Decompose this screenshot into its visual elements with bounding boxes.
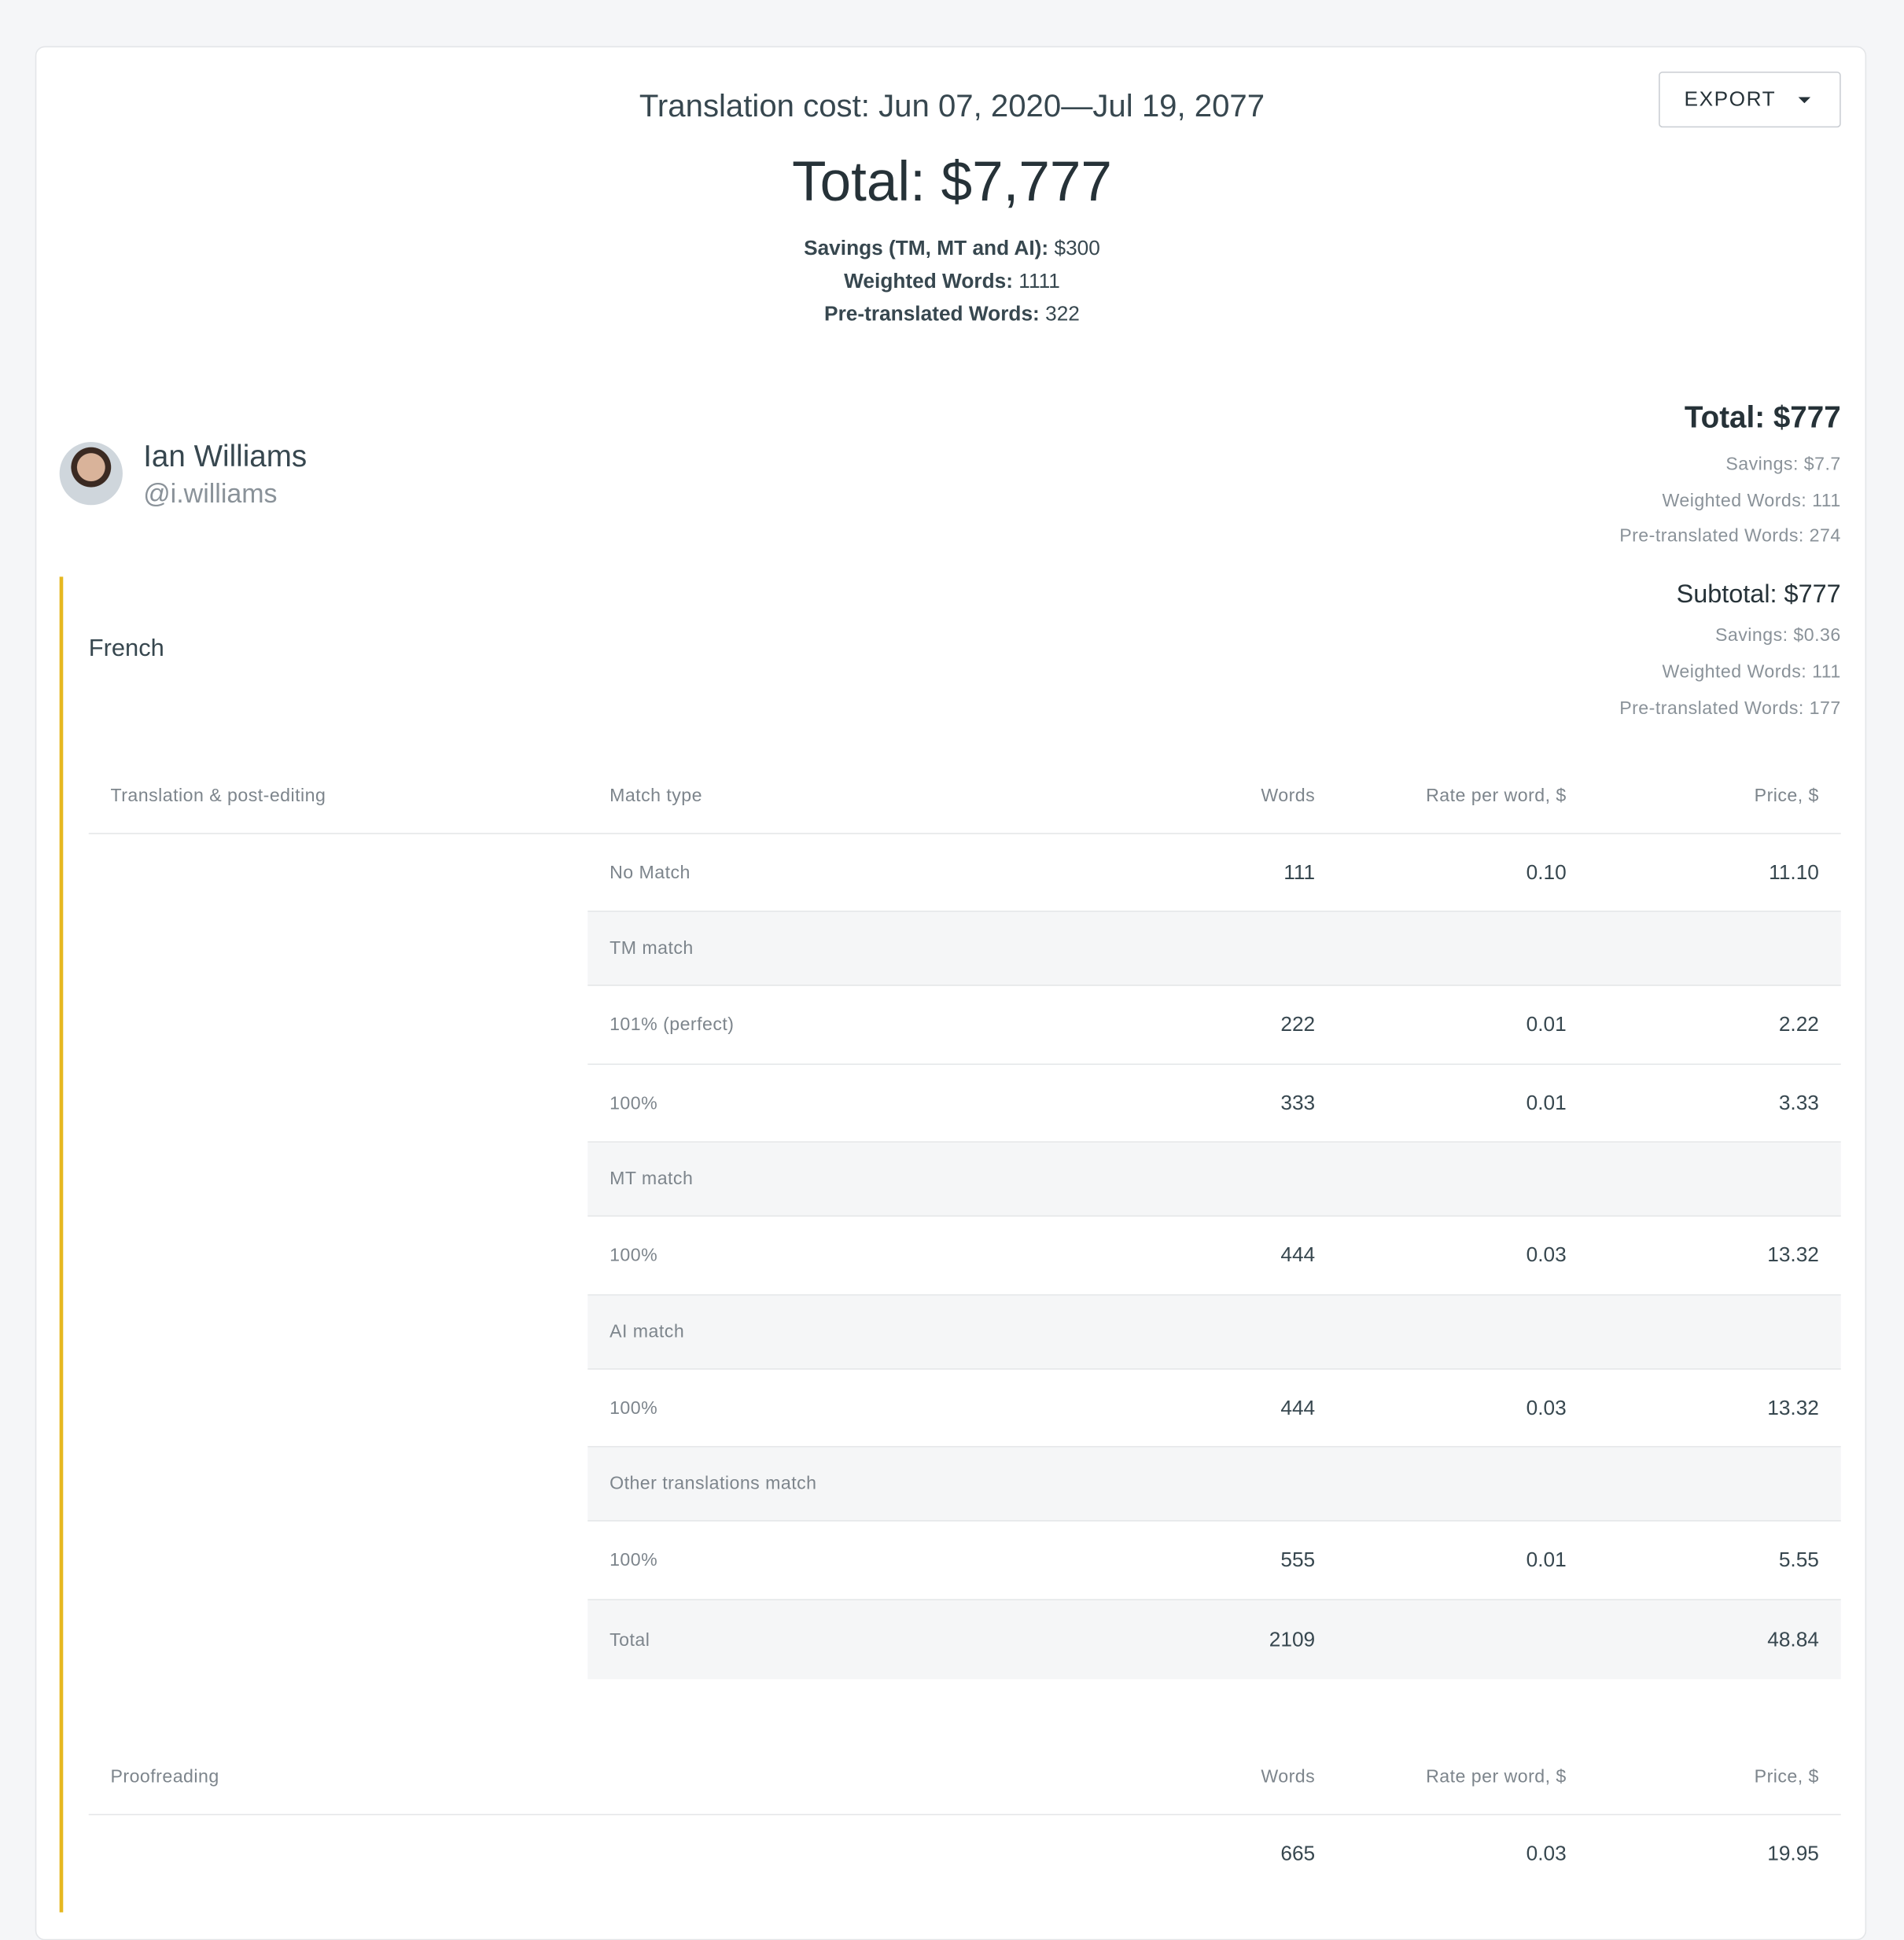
col-rate: Rate per word, $ — [1426, 785, 1567, 807]
rate-cell: 0.01 — [1526, 1091, 1567, 1114]
proofreading-row: 665 0.03 19.95 — [89, 1815, 1841, 1893]
col-price: Price, $ — [1754, 1766, 1819, 1787]
grand-total: Total: $7,777 — [792, 149, 1112, 213]
rate-cell: 0.01 — [1526, 1548, 1567, 1571]
caret-down-icon — [1798, 96, 1810, 103]
match-type-cell: MT match — [610, 1169, 694, 1190]
price-cell: 2.22 — [1778, 1012, 1819, 1036]
language-accent-bar — [59, 576, 64, 1912]
price-cell: 11.10 — [1769, 860, 1819, 884]
rate-cell: 0.10 — [1526, 860, 1567, 884]
language-name: French — [88, 635, 164, 662]
words-cell: 444 — [1280, 1395, 1316, 1419]
table-row: No Match 111 0.10 11.10 — [587, 834, 1841, 912]
table-row: 100% 444 0.03 13.32 — [587, 1370, 1841, 1448]
match-type-cell: Total — [610, 1629, 650, 1651]
col-match-type: Match type — [610, 785, 703, 807]
words-cell: 555 — [1280, 1548, 1316, 1571]
words-cell: 444 — [1280, 1243, 1316, 1267]
summary-savings: Savings (TM, MT and AI): $300 — [804, 237, 1100, 260]
match-group-row: Other translations match — [587, 1447, 1841, 1522]
table-row: Total 2109 48.84 — [587, 1599, 1841, 1680]
match-type-cell: 100% — [610, 1245, 658, 1266]
divider — [88, 833, 1841, 834]
match-type-cell: TM match — [610, 937, 694, 959]
user-name: Ian Williams — [143, 439, 308, 474]
language-pretranslated-words: Pre-translated Words: 177 — [1619, 698, 1841, 720]
col-rate: Rate per word, $ — [1426, 1766, 1567, 1787]
export-button[interactable]: EXPORT — [1659, 72, 1841, 128]
col-words: Words — [1261, 1766, 1316, 1787]
price-cell: 13.32 — [1767, 1243, 1819, 1267]
summary-weighted-words: Weighted Words: 1111 — [844, 269, 1060, 293]
match-type-cell: 100% — [610, 1549, 658, 1571]
user-savings: Savings: $7.7 — [1725, 454, 1841, 475]
match-type-cell: 101% (perfect) — [610, 1014, 735, 1036]
section-proofreading-header: Proofreading — [110, 1766, 219, 1787]
match-type-cell: 100% — [610, 1397, 658, 1419]
rate-cell: 0.01 — [1526, 1012, 1567, 1036]
match-group-row: TM match — [587, 911, 1841, 986]
report-title: Translation cost: Jun 07, 2020—Jul 19, 2… — [639, 87, 1265, 124]
user-weighted-words: Weighted Words: 111 — [1662, 490, 1841, 512]
avatar — [59, 442, 123, 506]
table-row: 100% 444 0.03 13.32 — [587, 1217, 1841, 1296]
language-weighted-words: Weighted Words: 111 — [1662, 661, 1841, 683]
table-row: 101% (perfect) 222 0.01 2.22 — [587, 986, 1841, 1066]
match-type-cell: AI match — [610, 1321, 685, 1342]
match-type-cell: No Match — [610, 862, 691, 883]
price-cell: 48.84 — [1767, 1627, 1819, 1651]
section-translation-header: Translation & post-editing — [110, 785, 326, 807]
match-group-row: MT match — [587, 1142, 1841, 1217]
user-pretranslated-words: Pre-translated Words: 274 — [1619, 525, 1841, 547]
price-cell: 19.95 — [1767, 1842, 1819, 1865]
words-cell: 2109 — [1269, 1627, 1316, 1651]
price-cell: 3.33 — [1778, 1091, 1819, 1114]
rate-cell: 0.03 — [1526, 1395, 1567, 1419]
summary-pretranslated-words: Pre-translated Words: 322 — [824, 302, 1080, 326]
user-handle: @i.williams — [143, 478, 278, 509]
match-group-row: AI match — [587, 1295, 1841, 1370]
divider — [88, 1813, 1841, 1816]
user-total: Total: $777 — [1684, 400, 1841, 435]
rate-cell: 0.03 — [1526, 1243, 1567, 1267]
words-cell: 111 — [1283, 860, 1316, 884]
words-cell: 333 — [1280, 1091, 1316, 1114]
language-savings: Savings: $0.36 — [1714, 625, 1841, 646]
price-cell: 5.55 — [1778, 1548, 1819, 1571]
col-words: Words — [1261, 785, 1316, 807]
language-subtotal: Subtotal: $777 — [1676, 580, 1841, 609]
match-type-cell: Other translations match — [610, 1473, 817, 1494]
table-row: 100% 555 0.01 5.55 — [587, 1522, 1841, 1600]
rate-cell: 0.03 — [1526, 1842, 1567, 1865]
col-price: Price, $ — [1754, 785, 1819, 807]
match-type-cell: 100% — [610, 1092, 658, 1114]
table-row: 100% 333 0.01 3.33 — [587, 1065, 1841, 1143]
price-cell: 13.32 — [1767, 1395, 1819, 1419]
words-cell: 665 — [1280, 1842, 1316, 1865]
words-cell: 222 — [1280, 1012, 1316, 1036]
